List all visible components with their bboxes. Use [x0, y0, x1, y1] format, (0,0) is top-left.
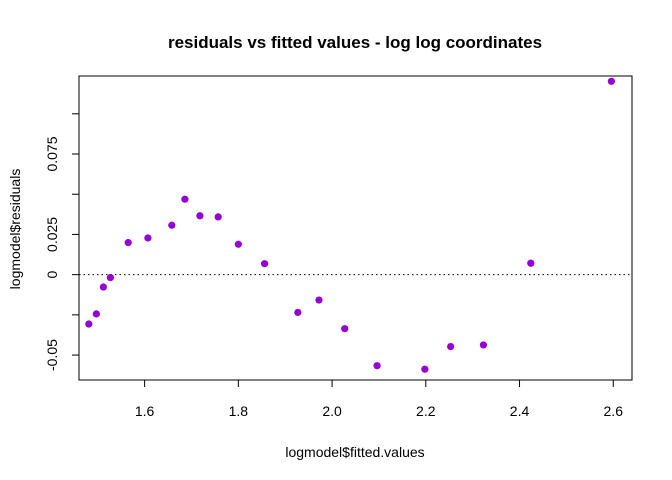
- data-point: [373, 362, 381, 370]
- data-point: [196, 212, 204, 220]
- y-tick-label: -0.05: [44, 339, 60, 371]
- data-point: [124, 239, 132, 247]
- data-point: [92, 310, 100, 318]
- data-point: [315, 296, 323, 304]
- data-point: [294, 308, 302, 317]
- data-point: [144, 234, 152, 242]
- x-tick-label: 2.2: [416, 403, 436, 419]
- x-tick-label: 1.8: [229, 403, 249, 419]
- data-point: [85, 320, 93, 328]
- x-tick-label: 2.6: [604, 403, 624, 419]
- y-tick-label: 0: [44, 271, 60, 279]
- data-point: [106, 273, 114, 282]
- x-axis-label: logmodel$fitted.values: [285, 444, 424, 460]
- data-point: [168, 221, 176, 229]
- data-points: [85, 77, 615, 373]
- x-tick-label: 2.4: [510, 403, 530, 419]
- data-point: [181, 195, 189, 203]
- data-point: [421, 365, 429, 373]
- data-point: [447, 342, 455, 351]
- y-axis: -0.05 0 0.025 0.075: [44, 113, 80, 371]
- data-point: [479, 341, 488, 349]
- y-tick-label: 0.025: [44, 217, 60, 252]
- data-point: [260, 260, 269, 268]
- x-axis: 1.6 1.8 2.0 2.2 2.4 2.6: [135, 379, 624, 419]
- data-point: [214, 213, 222, 221]
- data-point: [234, 240, 242, 248]
- y-tick-label: 0.075: [44, 136, 60, 171]
- x-tick-label: 1.6: [135, 403, 155, 419]
- data-point: [99, 283, 107, 291]
- data-point: [607, 77, 615, 85]
- plot-frame: [78, 75, 633, 381]
- y-axis-label: logmodel$residuals: [7, 169, 23, 290]
- chart-title: residuals vs fitted values - log log coo…: [168, 33, 542, 52]
- x-tick-label: 2.0: [322, 403, 342, 419]
- data-point: [341, 325, 349, 333]
- data-point: [527, 259, 535, 267]
